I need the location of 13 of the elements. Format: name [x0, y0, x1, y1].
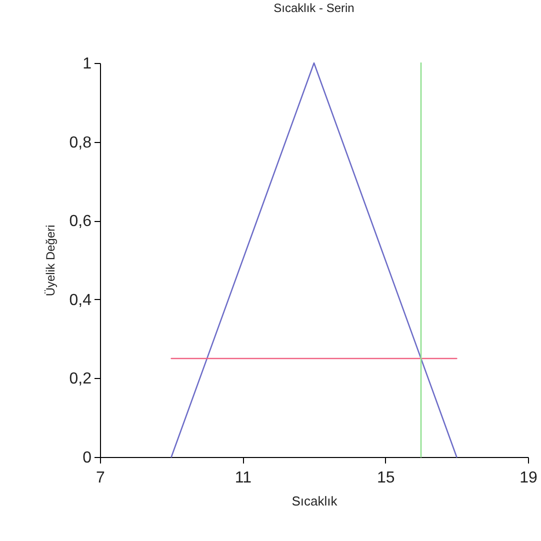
x-axis-title: Sıcaklık: [292, 494, 338, 508]
y-tick-label: 0,6: [69, 213, 92, 230]
chart-title: Sıcaklık - Serin: [274, 1, 354, 15]
y-tick-label: 1: [82, 56, 92, 72]
y-tick-label: 0,4: [69, 292, 92, 309]
x-tick-label: 7: [96, 470, 106, 486]
y-tick-label: 0: [82, 450, 92, 466]
x-tick-label: 11: [234, 470, 252, 486]
y-axis-title: Üyelik Değeri: [43, 224, 58, 296]
y-tick-label: 0,8: [69, 134, 92, 152]
y-tick-label: 0,2: [69, 370, 92, 388]
x-tick-label: 15: [376, 470, 395, 486]
x-tick-label: 19: [520, 470, 538, 486]
